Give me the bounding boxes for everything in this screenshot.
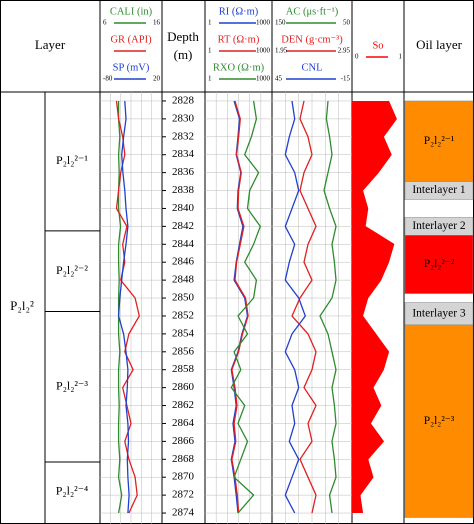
curve-name: SP (mV) bbox=[113, 62, 150, 73]
scale-min: 1 bbox=[208, 47, 212, 55]
depth-tick-label: 2862 bbox=[172, 399, 194, 411]
curve-name: So bbox=[372, 40, 383, 51]
curve-name: RXO (Ω·m) bbox=[213, 62, 265, 73]
oil-zone-label: Interlayer 2 bbox=[412, 220, 466, 232]
depth-tick-label: 2866 bbox=[172, 435, 195, 447]
curve-fill bbox=[352, 100, 397, 514]
layer-label: P₂l₂²⁻⁴ bbox=[56, 484, 89, 498]
scale-min: 1 bbox=[208, 75, 212, 83]
curve-name: CALI (in) bbox=[110, 6, 153, 17]
depth-tick-label: 2864 bbox=[172, 417, 195, 429]
scale-min: 1.95 bbox=[275, 47, 288, 55]
depth-tick-label: 2850 bbox=[172, 292, 195, 304]
scale-min: 6 bbox=[103, 19, 107, 27]
oil-zone bbox=[404, 100, 474, 182]
log-curve bbox=[319, 100, 337, 514]
depth-tick-label: 2852 bbox=[172, 309, 194, 321]
scale-max: 2.95 bbox=[338, 47, 351, 55]
layer-label: P₂l₂²⁻² bbox=[56, 263, 88, 277]
depth-tick-label: 2868 bbox=[172, 453, 195, 465]
oil-zone bbox=[404, 181, 474, 200]
depth-tick-label: 2856 bbox=[172, 345, 195, 357]
depth-tick-label: 2830 bbox=[172, 112, 195, 124]
scale-min: 150 bbox=[275, 19, 286, 27]
curve-name: AC (μs·ft⁻¹) bbox=[286, 6, 339, 17]
log-curve bbox=[230, 100, 262, 514]
scale-max: 16 bbox=[153, 19, 161, 27]
curve-name: RI (Ω·m) bbox=[219, 6, 259, 17]
log-curve bbox=[231, 100, 249, 514]
oil-header: Oil layer bbox=[416, 37, 463, 52]
oil-zone-label: Interlayer 1 bbox=[412, 184, 466, 196]
depth-tick-label: 2870 bbox=[172, 471, 195, 483]
curve-name: CNL bbox=[302, 62, 323, 73]
depth-tick-label: 2838 bbox=[172, 184, 195, 196]
log-curve bbox=[359, 100, 397, 514]
depth-tick-label: 2848 bbox=[172, 274, 195, 286]
oil-zone bbox=[404, 324, 474, 518]
depth-tick-label: 2846 bbox=[172, 256, 195, 268]
oil-zone bbox=[404, 235, 474, 294]
log-curve bbox=[117, 100, 130, 514]
formation-label: P₂l₂² bbox=[10, 298, 34, 313]
scale-min: -80 bbox=[103, 75, 113, 83]
scale-max: 1000 bbox=[256, 47, 271, 55]
scale-max: -15 bbox=[341, 75, 351, 83]
depth-tick-label: 2840 bbox=[172, 202, 195, 214]
scale-min: 0 bbox=[355, 53, 359, 61]
depth-tick-label: 2874 bbox=[172, 507, 195, 519]
scale-min: 1 bbox=[208, 19, 212, 27]
scale-max: 20 bbox=[153, 75, 161, 83]
depth-tick-label: 2872 bbox=[172, 489, 194, 501]
depth-tick-label: 2828 bbox=[172, 94, 195, 106]
depth-tick-label: 2844 bbox=[172, 238, 195, 250]
layer-label: P₂l₂²⁻³ bbox=[56, 378, 88, 392]
curve-name: RT (Ω·m) bbox=[218, 34, 260, 45]
scale-max: 1000 bbox=[256, 19, 271, 27]
scale-max: 50 bbox=[343, 19, 351, 27]
scale-min: 45 bbox=[275, 75, 283, 83]
log-curve bbox=[115, 100, 140, 514]
scale-max: 1000 bbox=[256, 75, 271, 83]
log-curve bbox=[284, 100, 307, 514]
depth-tick-label: 2860 bbox=[172, 381, 195, 393]
oil-zone-label: Interlayer 3 bbox=[412, 307, 466, 319]
curve-name: DEN (g·cm⁻³) bbox=[281, 34, 343, 45]
depth-tick-label: 2842 bbox=[172, 220, 194, 232]
oil-zone-label: P₂l₂²⁻¹ bbox=[424, 135, 455, 147]
layer-header: Layer bbox=[35, 37, 66, 52]
depth-tick-label: 2834 bbox=[172, 148, 195, 160]
log-curve bbox=[291, 100, 317, 514]
oil-zone-label: P₂l₂²⁻³ bbox=[424, 415, 455, 427]
depth-tick-label: 2858 bbox=[172, 363, 195, 375]
scale-max: 1 bbox=[399, 53, 403, 61]
depth-header: Depth bbox=[167, 29, 199, 44]
curve-name: GR (API) bbox=[110, 34, 152, 45]
depth-unit: (m) bbox=[174, 47, 193, 62]
depth-tick-label: 2854 bbox=[172, 327, 195, 339]
layer-label: P₂l₂²⁻¹ bbox=[56, 153, 88, 167]
oil-zone-label: P₂l₂²⁻² bbox=[424, 258, 455, 270]
depth-tick-label: 2832 bbox=[172, 130, 194, 142]
depth-tick-label: 2836 bbox=[172, 166, 195, 178]
